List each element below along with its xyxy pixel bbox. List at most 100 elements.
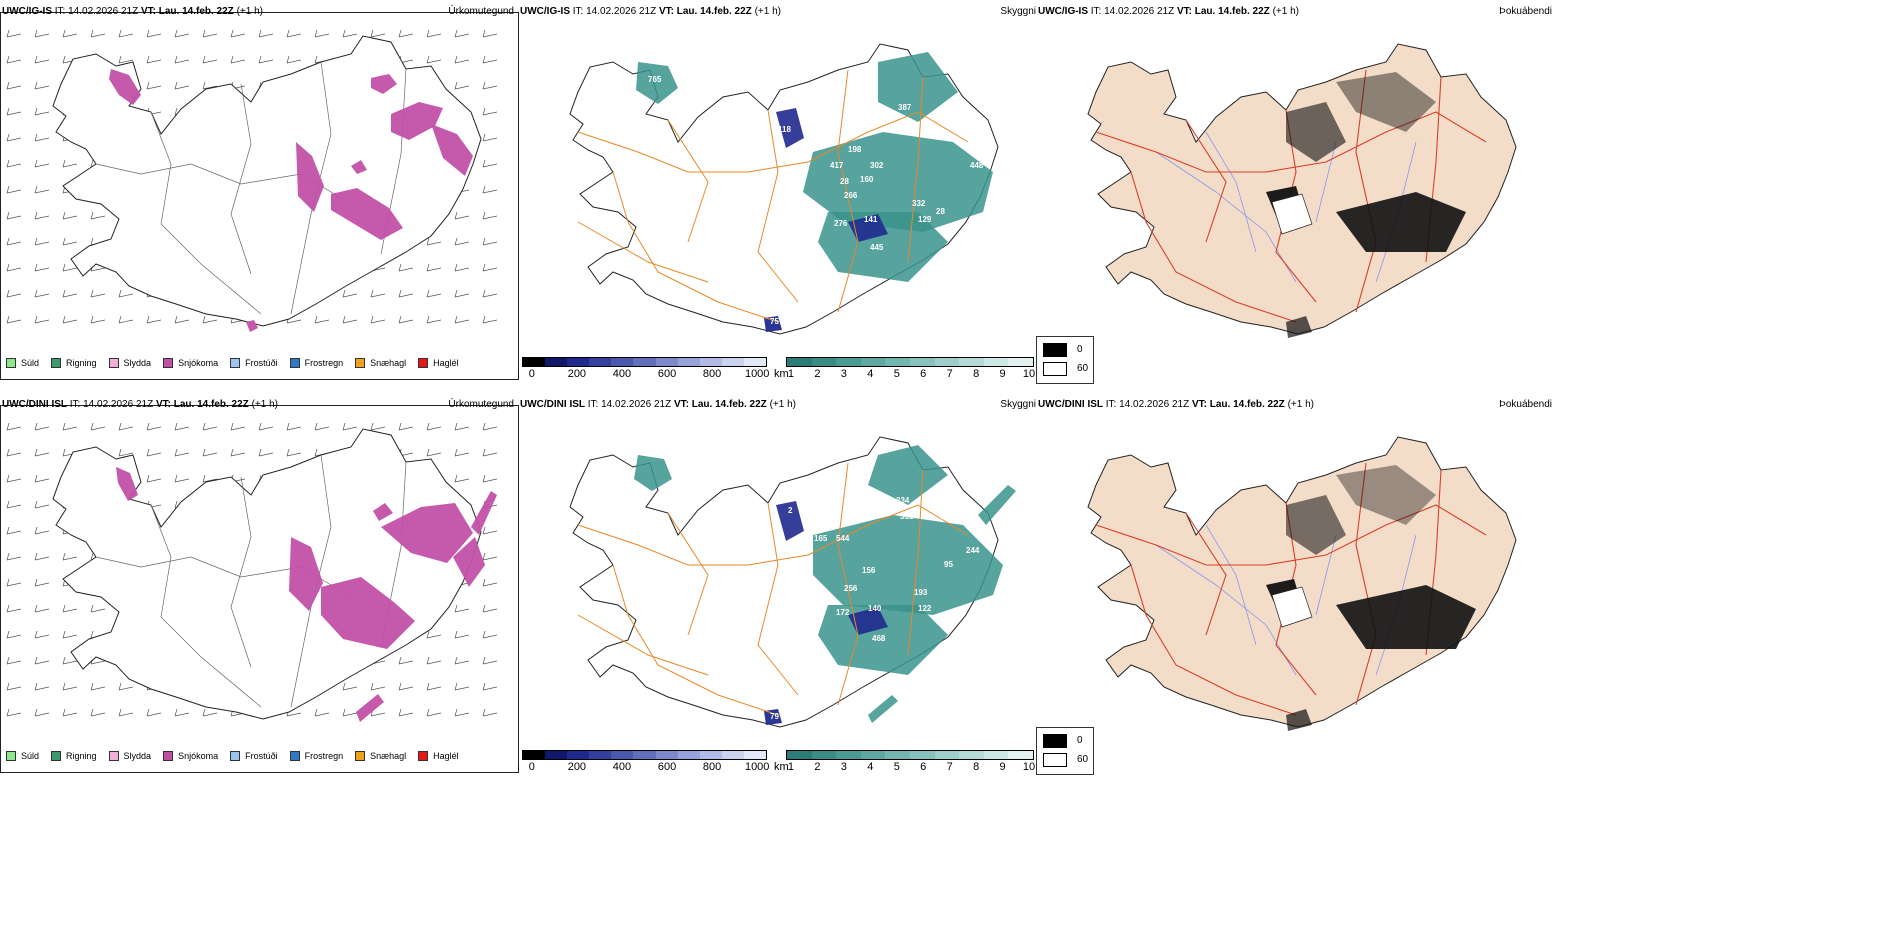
legend-swatch [355,751,366,761]
colorbar-tick-label: 1 [787,761,795,773]
snow-area [471,491,497,535]
barb-flag [258,55,262,64]
barb-shaft [482,712,498,717]
precip-panel-bottom: UWC/DINI ISL IT: 14.02.2026 21Z VT: Lau.… [0,393,520,778]
barb-shaft [6,660,22,665]
barb-shaft [230,452,246,457]
wind-barb [454,315,470,324]
barb-shaft [6,556,22,561]
barb-flag [118,289,122,298]
barb-shaft [118,33,134,38]
visibility-value-label: 160 [860,175,874,184]
colorbar-tick-label: 6 [920,368,927,380]
legend-label: Slydda [123,751,152,761]
wind-barb [90,708,106,717]
barb-shaft [230,426,246,431]
barb-shaft [482,215,498,220]
barb-flag [398,29,402,38]
wind-barb [6,55,22,64]
colorbar-cells [786,750,1034,760]
barb-shaft [454,426,470,431]
visibility-value-label: 122 [918,604,932,613]
barb-flag [230,448,234,457]
wind-barb [90,604,106,613]
barb-shaft [202,319,218,324]
wind-barb [34,604,50,613]
visibility-value-label: 266 [844,191,858,200]
barb-flag [62,708,66,717]
colorbar-cell [811,751,837,759]
barb-shaft [6,319,22,324]
legend-item: Rigning [51,358,97,368]
colorbar-cells [522,357,767,367]
barb-shaft [34,478,50,483]
barb-flag [482,422,486,431]
barb-flag [454,289,458,298]
barb-shaft [174,712,190,717]
barb-shaft [342,319,358,324]
barb-shaft [90,426,106,431]
barb-flag [202,422,206,431]
low-visibility-area [978,485,1016,525]
barb-shaft [34,267,50,272]
wind-barb [118,448,134,457]
colorbar-cell [811,358,837,366]
colorbar-tick-label: 2 [814,761,821,773]
barb-flag [314,55,318,64]
wind-barb [258,422,274,431]
wind-barb [454,289,470,298]
barb-shaft [258,452,274,457]
legend-item: Rigning [51,751,97,761]
barb-shaft [6,33,22,38]
barb-flag [454,211,458,220]
legend-item: Frostúði [230,751,278,761]
wind-barb [342,708,358,717]
wind-barb [62,656,78,665]
visibility-value-label: 387 [898,103,912,112]
wind-barb [34,55,50,64]
barb-shaft [398,712,414,717]
barb-shaft [286,712,302,717]
wind-barb [482,237,498,246]
iceland-land [1087,43,1517,335]
barb-shaft [62,319,78,324]
precip-legend: Súld Rigning Slydda Snjókoma Frostúði Frostre… [6,358,471,368]
low-cloud-area [764,316,782,332]
snow-area [431,124,473,176]
visibility-panel-bottom: UWC/DINI ISL IT: 14.02.2026 21Z VT: Lau.… [518,393,1040,778]
visibility-value-label: 302 [870,161,884,170]
wind-barb [34,526,50,535]
colorbar-cell [589,358,612,366]
wind-barb [426,422,442,431]
wind-barb [174,55,190,64]
barb-flag [230,55,234,64]
wind-barb [62,315,78,324]
barb-shaft [314,319,330,324]
barb-flag [482,682,486,691]
barb-shaft [482,478,498,483]
colorbar-tick-label: 2 [814,368,821,380]
barb-shaft [454,319,470,324]
wind-barb [314,708,330,717]
wind-barb [482,315,498,324]
colorbar-cell [611,358,634,366]
barb-flag [34,526,38,535]
colorbar-cell [523,751,546,759]
wind-barb [342,315,358,324]
wind-barb [398,656,414,665]
barb-shaft [34,582,50,587]
wind-barb [426,237,442,246]
barb-flag [62,29,66,38]
wind-barb [90,422,106,431]
barb-shaft [146,712,162,717]
barb-shaft [454,608,470,613]
legend-item: Frostregn [289,751,343,761]
barb-shaft [258,59,274,64]
barb-flag [146,29,150,38]
wind-barb [62,29,78,38]
barb-shaft [454,634,470,639]
barb-shaft [398,660,414,665]
wind-barb [426,55,442,64]
wind-barb [370,29,386,38]
wind-barb [426,448,442,457]
